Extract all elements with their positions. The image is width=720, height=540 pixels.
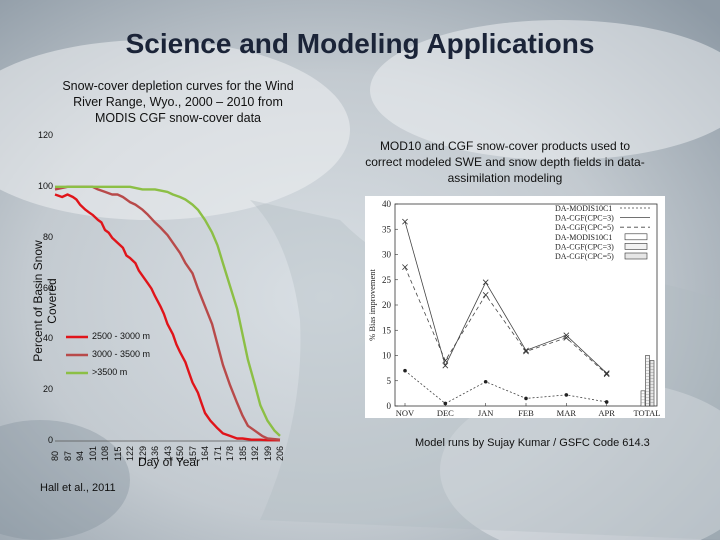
bias-improvement-chart: 0 5 10 15 20 25 30 35 40 NOV DEC JAN FEB MAR APR TOTAL%… [365, 196, 665, 418]
left-chart-xtick: 171 [212, 445, 223, 461]
inset-legend-label: DA-MODIS10C1 [555, 233, 612, 242]
left-series-line-0 [54, 193, 280, 442]
left-chart-ytick: 80 [42, 231, 53, 242]
left-legend-label: 3000 - 3500 m [92, 349, 151, 359]
left-chart-ytick: 100 [37, 180, 53, 191]
left-chart-xtick: 185 [237, 445, 248, 461]
left-chart-caption: Snow-cover depletion curves for the Wind… [62, 79, 294, 125]
inset-xtick: DEC [437, 408, 454, 418]
inset-legend-label: DA-CGF(CPC=5) [555, 223, 614, 232]
inset-ytick: 40 [382, 199, 392, 209]
left-chart-xlabel: Day of Year [138, 455, 201, 469]
left-chart-xtick: 192 [250, 445, 260, 461]
left-chart-xtick: 150 [175, 445, 185, 461]
inset-xtick: APR [598, 408, 615, 418]
inset-frame [394, 203, 658, 407]
inset-legend-swatch [624, 243, 648, 250]
left-chart-ytick: 120 [37, 130, 53, 140]
inset-point [523, 348, 529, 355]
left-chart-xtick: 143 [162, 445, 173, 461]
left-chart-xtick: 178 [225, 445, 235, 461]
left-chart-xtick: 115 [112, 446, 123, 461]
inset-ytick: 20 [382, 300, 392, 310]
left-chart-xtick: 206 [275, 445, 285, 461]
inset-point [403, 368, 407, 373]
inset-ylabel: % Bias improvement [367, 268, 377, 340]
left-chart-xtick: 199 [262, 445, 273, 461]
inset-point [402, 264, 408, 271]
inset-series-line-1 [404, 221, 607, 374]
inset-xtick: FEB [518, 408, 534, 418]
left-legend-label: 2500 - 3000 m [92, 331, 151, 341]
inset-point [442, 357, 449, 364]
left-chart-ytick: 0 [47, 435, 53, 445]
left-series-line-1 [54, 185, 281, 441]
left-chart-xtick: 108 [100, 445, 110, 461]
inset-legend-label: DA-CGF(CPC=3) [555, 242, 614, 251]
inset-point [524, 396, 528, 401]
left-chart-xtick: 101 [87, 445, 98, 461]
inset-legend-swatch [624, 252, 648, 260]
inset-point [563, 332, 570, 339]
left-chart-ytick: 20 [42, 384, 53, 395]
inset-point [482, 292, 489, 298]
inset-ytick: 15 [382, 325, 392, 335]
inset-series-line-2 [404, 266, 607, 375]
inset-xtick: MAR [557, 408, 577, 418]
inset-legend-label: DA-CGF(CPC=3) [555, 214, 614, 223]
left-chart-xtick: 129 [137, 445, 148, 461]
inset-ytick: 0 [387, 401, 392, 411]
inset-point [402, 218, 408, 225]
inset-ytick: 5 [387, 376, 392, 386]
inset-xtick: NOV [396, 408, 415, 418]
right-chart-caption: MOD10 and CGF snow-cover products used t… [365, 139, 645, 185]
inset-point [603, 371, 610, 378]
inset-bar-1 [645, 355, 650, 407]
left-chart-xtick: 157 [187, 445, 198, 461]
inset-legend-swatch [624, 233, 648, 241]
left-chart-ytick: 40 [42, 333, 53, 344]
left-legend-label: >3500 m [92, 367, 128, 377]
inset-bar-0 [640, 390, 646, 407]
left-chart-xtick: 136 [150, 445, 160, 461]
inset-ytick: 10 [382, 351, 392, 361]
slide-title: Science and Modeling Applications [125, 28, 595, 59]
inset-series-line-0 [404, 370, 607, 404]
left-chart-xtick: 122 [125, 445, 135, 461]
inset-point [483, 379, 488, 384]
inset-point [604, 400, 609, 404]
inset-ytick: 35 [382, 224, 392, 234]
model-credit: Model runs by Sujay Kumar / GSFC Code 61… [415, 437, 650, 449]
inset-point [563, 334, 570, 341]
left-chart-xtick: 164 [200, 445, 210, 461]
inset-legend-label: DA-MODIS10C1 [555, 204, 612, 213]
inset-ytick: 25 [382, 275, 392, 285]
inset-xtick: JAN [478, 408, 494, 418]
left-chart-ytick: 60 [42, 282, 53, 293]
inset-legend-label: DA-CGF(CPC=5) [555, 252, 614, 261]
inset-point [482, 279, 489, 286]
inset-xtick: TOTAL [633, 408, 660, 418]
inset-ytick: 30 [382, 250, 392, 260]
inset-point [442, 362, 449, 369]
inset-point [564, 393, 569, 397]
left-chart-xtick: 80 [50, 450, 60, 461]
left-series-line-2 [55, 185, 281, 437]
inset-point [443, 401, 448, 406]
left-chart-xtick: 94 [75, 450, 85, 461]
left-chart-xtick: 87 [62, 450, 73, 461]
inset-point [603, 370, 610, 377]
citation: Hall et al., 2011 [40, 482, 116, 494]
inset-bar-2 [649, 360, 655, 407]
